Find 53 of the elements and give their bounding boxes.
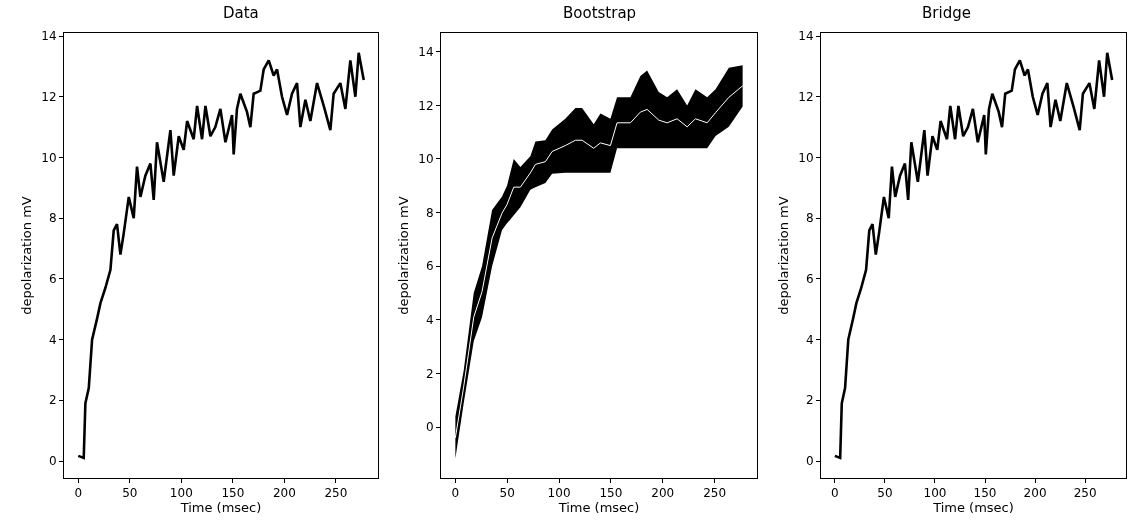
x-tick-label: 100 bbox=[169, 486, 193, 501]
x-tick-label: 100 bbox=[923, 486, 947, 501]
x-tick-label: 150 bbox=[221, 486, 245, 501]
y-tick-label: 6 bbox=[425, 259, 434, 274]
x-tick-label: 0 bbox=[831, 486, 839, 501]
x-tick-label: 50 bbox=[499, 486, 515, 501]
y-tick-label: 8 bbox=[425, 205, 434, 220]
x-tick-label: 150 bbox=[599, 486, 623, 501]
y-tick-label: 8 bbox=[805, 211, 814, 226]
y-tick-label: 6 bbox=[805, 272, 814, 287]
y-tick-label: 4 bbox=[48, 332, 57, 347]
y-tick-label: 14 bbox=[41, 29, 57, 44]
y-tick-label: 2 bbox=[425, 366, 434, 381]
y-tick-label: 6 bbox=[48, 272, 57, 287]
y-tick-label: 10 bbox=[798, 150, 814, 165]
y-tick-label: 10 bbox=[41, 150, 57, 165]
y-tick-label: 2 bbox=[48, 393, 57, 408]
x-tick-label: 200 bbox=[651, 486, 675, 501]
x-tick-label: 200 bbox=[272, 486, 296, 501]
line-series bbox=[833, 51, 1114, 460]
y-axis-title: depolarization mV bbox=[776, 196, 792, 315]
y-tick-label: 14 bbox=[798, 29, 814, 44]
x-tick-label: 200 bbox=[1023, 486, 1047, 501]
x-tick-label: 50 bbox=[122, 486, 138, 501]
y-tick-label: 4 bbox=[805, 332, 814, 347]
x-tick-label: 0 bbox=[74, 486, 83, 501]
y-tick-label: 4 bbox=[425, 313, 434, 328]
y-tick-label: 10 bbox=[418, 152, 434, 167]
y-axis-title: depolarization mV bbox=[396, 196, 412, 315]
y-tick-label: 8 bbox=[48, 211, 57, 226]
x-tick-label: 250 bbox=[703, 486, 727, 501]
x-tick-label: 250 bbox=[324, 486, 348, 501]
chart-title: Bridge bbox=[922, 4, 971, 22]
x-tick-label: 150 bbox=[973, 486, 997, 501]
x-tick-label: 250 bbox=[1073, 486, 1097, 501]
x-tick-label: 0 bbox=[451, 486, 460, 501]
y-tick-label: 2 bbox=[805, 393, 814, 408]
y-tick-label: 12 bbox=[798, 89, 814, 104]
x-axis-title: Time (msec) bbox=[179, 500, 262, 516]
line-series bbox=[76, 51, 366, 460]
y-tick-label: 0 bbox=[805, 454, 814, 469]
y-axis-title: depolarization mV bbox=[19, 196, 35, 315]
chart-title: Bootstrap bbox=[563, 4, 637, 22]
x-axis-title: Time (msec) bbox=[557, 500, 640, 516]
y-tick-label: 0 bbox=[48, 454, 57, 469]
chart-title: Data bbox=[223, 4, 259, 22]
y-tick-label: 14 bbox=[418, 44, 434, 59]
x-tick-label: 100 bbox=[547, 486, 571, 501]
y-tick-label: 0 bbox=[425, 420, 434, 435]
x-tick-label: 50 bbox=[877, 486, 893, 501]
y-tick-label: 12 bbox=[41, 89, 57, 104]
x-axis-title: Time (msec) bbox=[932, 500, 1014, 516]
y-tick-label: 12 bbox=[418, 98, 434, 113]
